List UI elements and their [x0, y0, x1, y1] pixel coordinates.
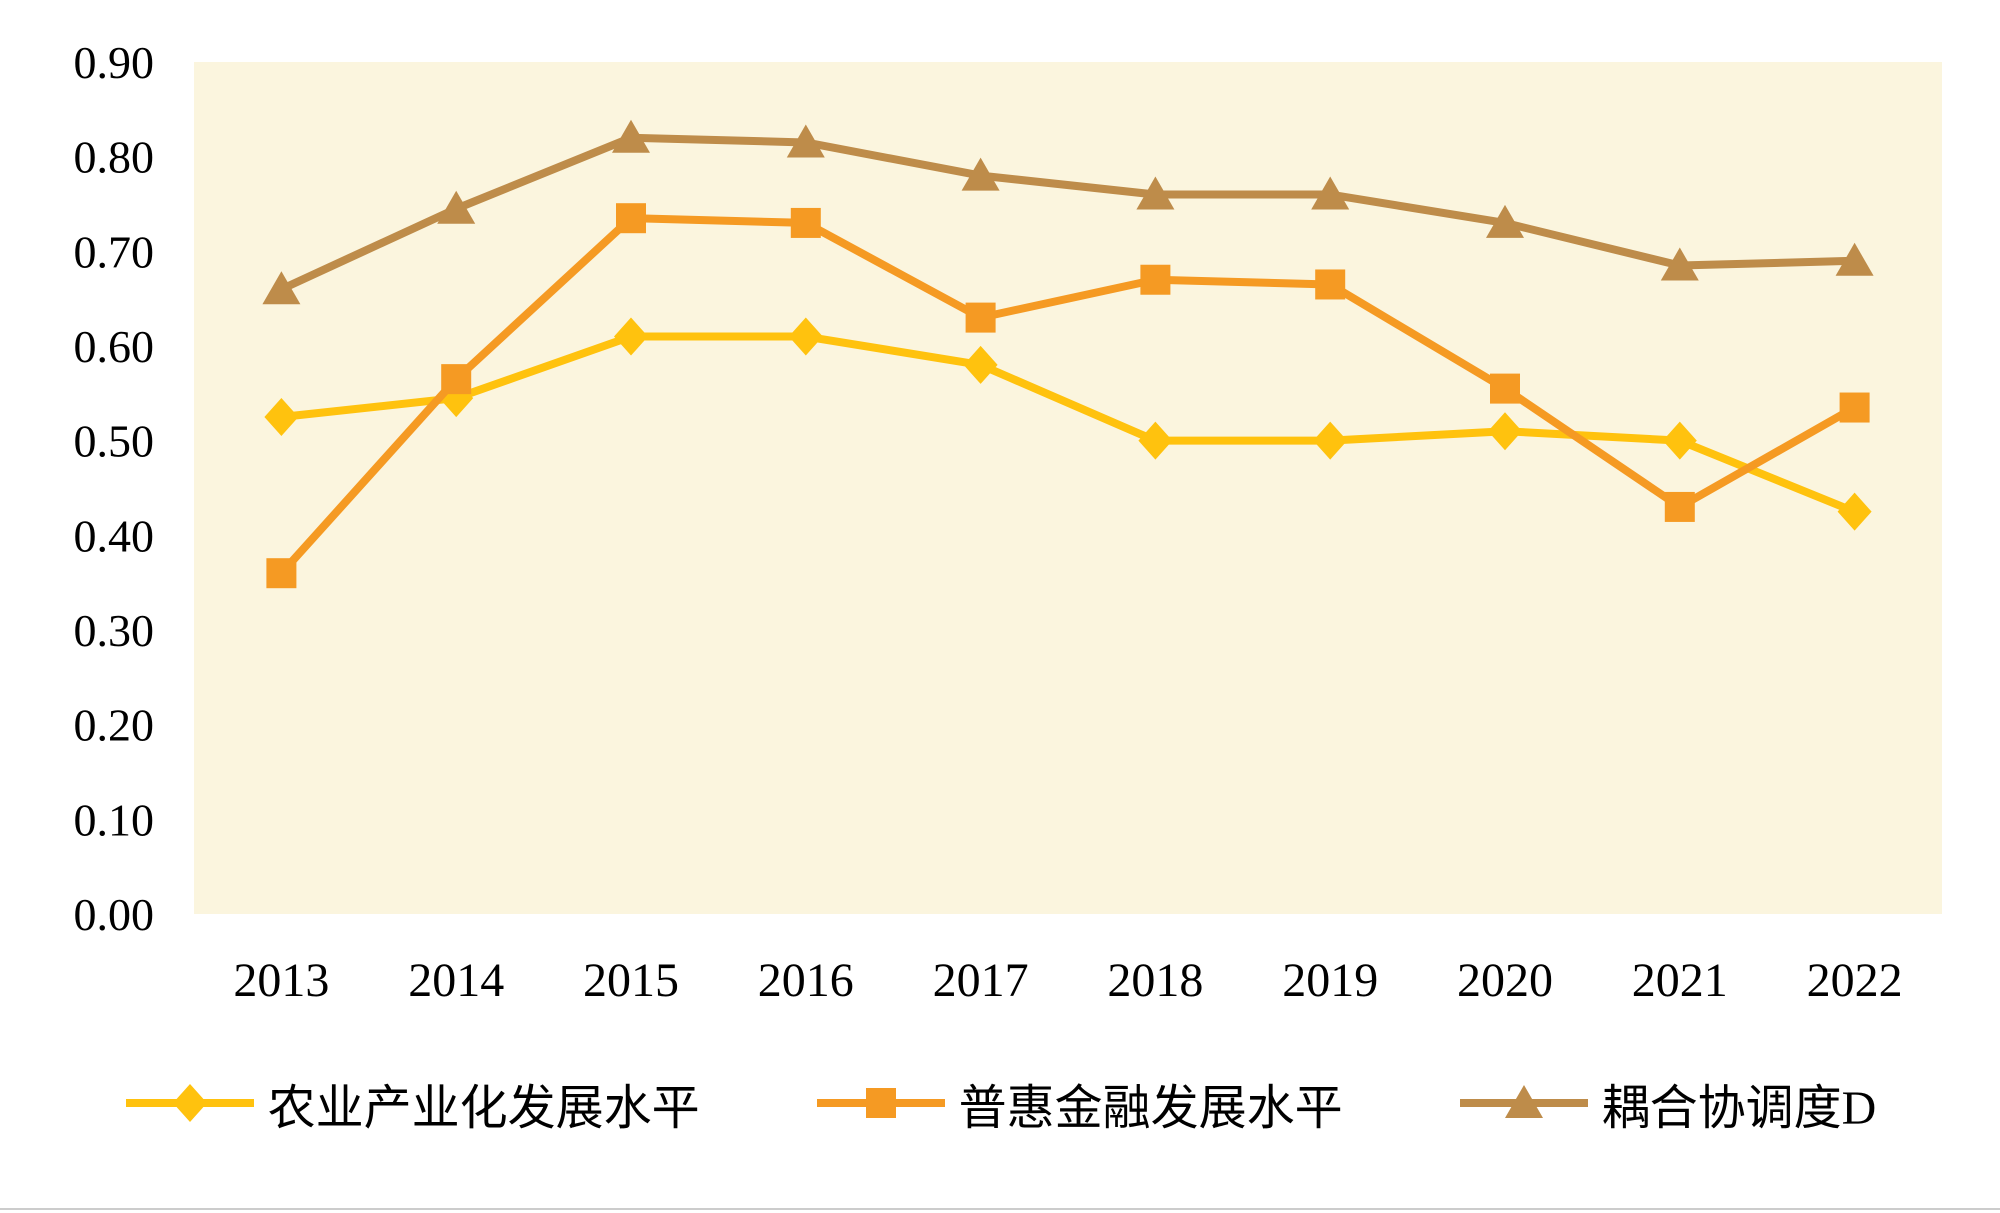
chart-legend: 农业产业化发展水平 普惠金融发展水平 耦合协调度D [0, 1068, 2000, 1138]
square-marker [1315, 269, 1346, 300]
square-marker [790, 207, 821, 238]
page-bottom-divider [0, 1208, 2000, 1210]
y-tick-label: 0.50 [74, 416, 155, 467]
plot-area [194, 62, 1942, 914]
x-tick-label: 2013 [233, 954, 329, 1007]
diamond-marker [1313, 421, 1348, 460]
x-tick-label: 2016 [758, 954, 854, 1007]
triangle-marker [961, 157, 1000, 191]
legend-item-2: 耦合协调度D [1458, 1068, 1877, 1138]
diamond-marker [788, 317, 823, 356]
square-marker [965, 302, 996, 333]
y-tick-label: 0.60 [74, 321, 155, 372]
triangle-marker [437, 190, 476, 224]
y-tick-label: 0.30 [74, 605, 155, 656]
diamond-marker [264, 398, 299, 436]
y-tick-label: 0.80 [74, 132, 155, 183]
legend-diamond-swatch [125, 1084, 254, 1122]
x-tick-label: 2021 [1632, 954, 1728, 1007]
diamond-marker [172, 1084, 207, 1122]
triangle-marker [1835, 242, 1874, 276]
x-tick-label: 2015 [583, 954, 679, 1007]
legend-item-1: 普惠金融发展水平 [815, 1068, 1343, 1138]
legend-item-0: 农业产业化发展水平 [124, 1068, 700, 1138]
series-line-square [278, 214, 1857, 576]
triangle-marker [1311, 176, 1350, 210]
square-marker [1664, 491, 1695, 522]
triangle-marker [612, 119, 650, 153]
y-tick-label: 0.00 [74, 889, 155, 940]
legend-square-swatch [816, 1088, 945, 1118]
x-tick-label: 2020 [1457, 954, 1553, 1007]
chart-canvas: 0.00 0.10 0.20 0.30 0.40 0.50 0.60 0.70 0.80 0.90… [74, 37, 1942, 1007]
y-tick-label: 0.40 [74, 510, 155, 561]
diamond-marker [1138, 421, 1173, 460]
triangle-marker [1486, 204, 1524, 238]
diamond-marker [1488, 412, 1522, 451]
triangle-marker [1660, 247, 1699, 281]
legend-label: 农业产业化发展水平 [267, 1082, 700, 1135]
diamond-marker [963, 345, 998, 384]
triangle-marker [1504, 1085, 1543, 1118]
square-marker [616, 203, 646, 234]
y-tick-label: 0.90 [74, 37, 155, 88]
triangle-marker [786, 124, 825, 158]
triangle-marker [1136, 176, 1175, 210]
legend-triangle-swatch [1459, 1085, 1588, 1118]
y-tick-label: 0.10 [74, 794, 155, 845]
y-tick-label: 0.70 [74, 226, 155, 277]
x-tick-label: 2014 [408, 954, 504, 1007]
x-tick-label: 2018 [1107, 954, 1203, 1007]
square-marker [865, 1088, 896, 1118]
legend-label: 耦合协调度D [1601, 1082, 1877, 1135]
y-tick-label: 0.20 [74, 700, 155, 751]
square-marker [1490, 373, 1520, 404]
square-marker [1839, 392, 1870, 423]
triangle-marker [262, 271, 301, 305]
square-marker [441, 364, 472, 395]
square-marker [266, 558, 297, 589]
square-marker [1140, 264, 1171, 295]
diamond-marker [1662, 421, 1697, 460]
x-tick-label: 2019 [1282, 954, 1378, 1007]
legend-label: 普惠金融发展水平 [958, 1082, 1343, 1135]
series-line-triangle [279, 133, 1855, 293]
diamond-marker [1837, 492, 1872, 531]
x-tick-label: 2017 [933, 954, 1029, 1007]
series-line-diamond [280, 332, 1857, 516]
x-tick-label: 2022 [1807, 954, 1903, 1007]
diamond-marker [614, 317, 648, 356]
